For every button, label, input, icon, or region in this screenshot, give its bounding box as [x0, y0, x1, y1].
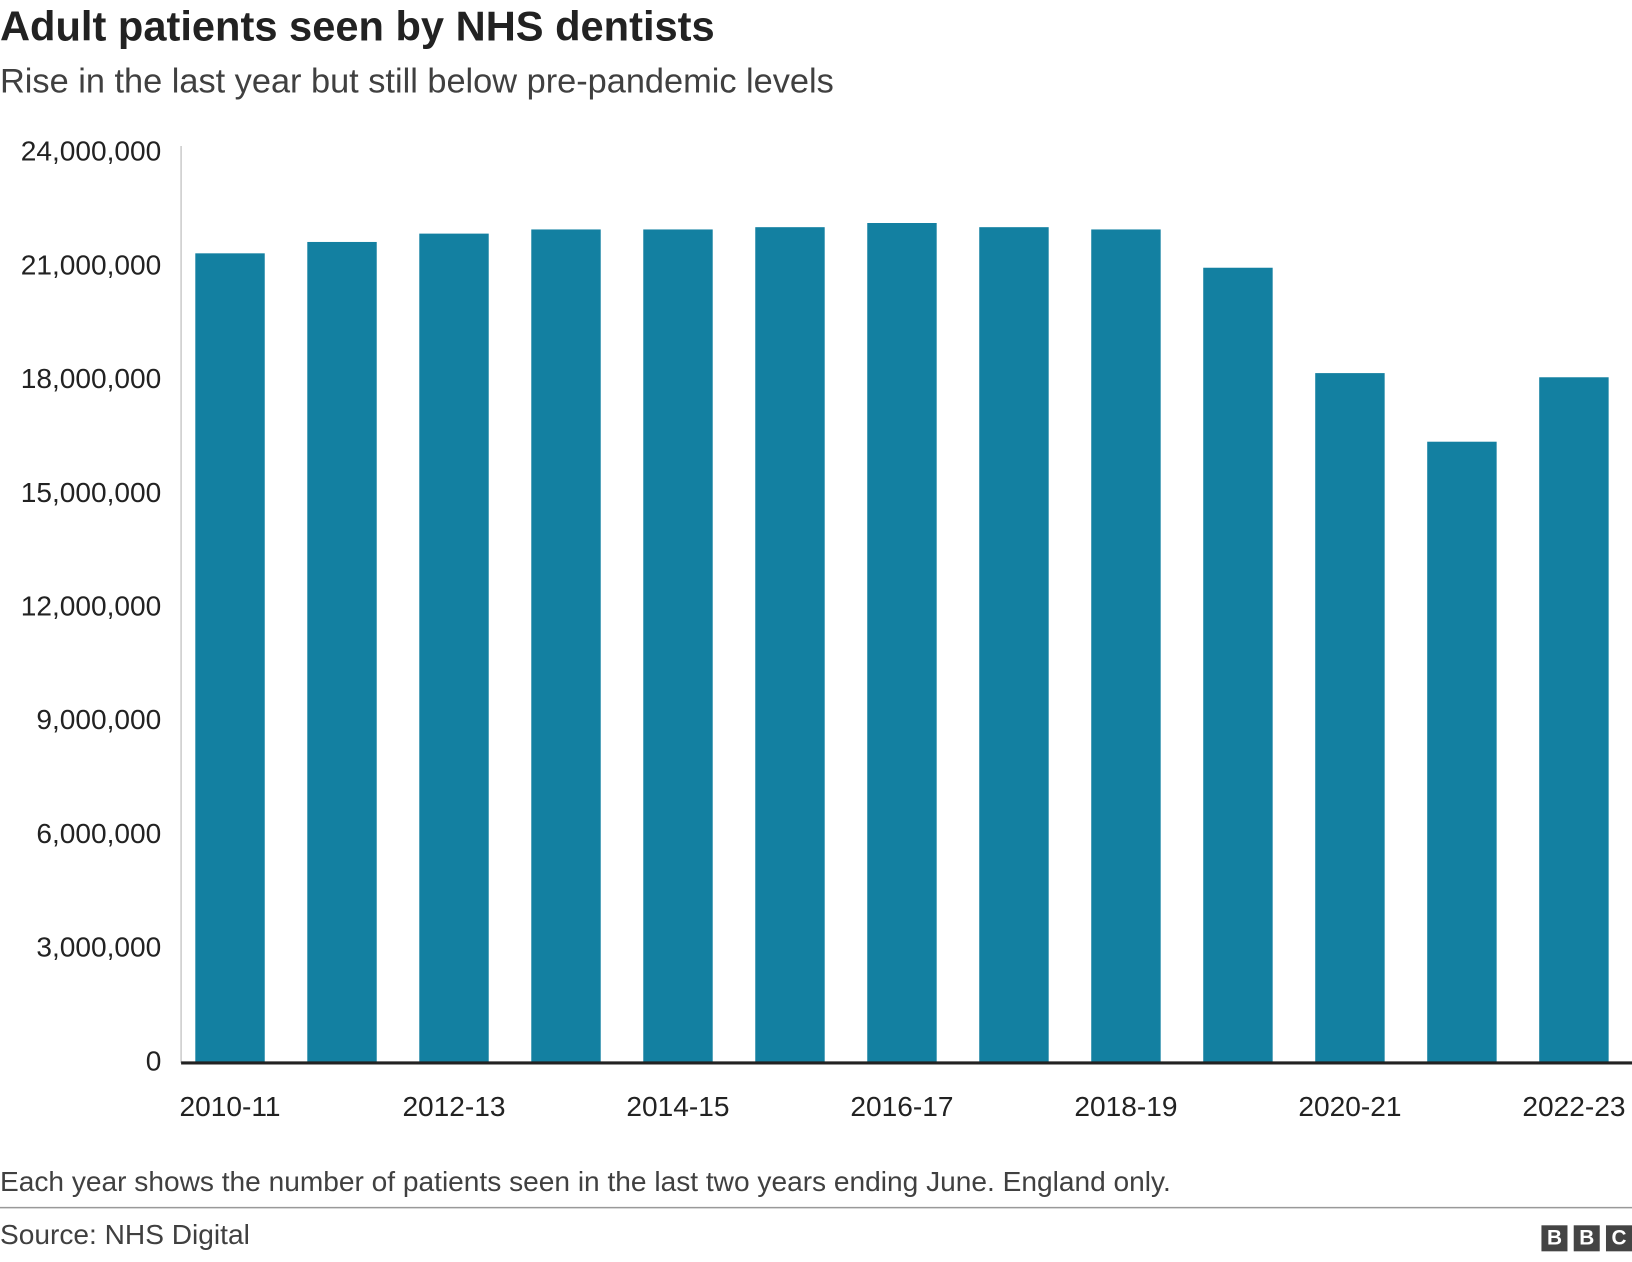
bar: [1539, 377, 1609, 1063]
x-tick-label: 2010-11: [180, 1091, 281, 1122]
logo-box: [1573, 1225, 1600, 1252]
y-tick-label: 15,000,000: [21, 477, 162, 508]
bar: [307, 241, 377, 1063]
y-tick-label: 24,000,000: [21, 136, 162, 167]
x-tick-label: 2016-17: [850, 1091, 953, 1122]
y-tick-label: 18,000,000: [21, 363, 162, 394]
source: Source: NHS Digital: [0, 1219, 250, 1250]
bar: [755, 227, 825, 1063]
logo: B B C: [1541, 1225, 1632, 1252]
bar: [867, 223, 937, 1063]
chart-subtitle: Rise in the last year but still below pr…: [0, 63, 834, 101]
logo-letter: B: [1579, 1226, 1594, 1249]
x-tick-label: 2018-19: [1074, 1091, 1177, 1122]
logo-letter: C: [1611, 1226, 1626, 1249]
chart-note: Each year shows the number of patients s…: [0, 1166, 1171, 1197]
bar: [419, 233, 489, 1063]
logo-letter: B: [1547, 1226, 1562, 1249]
x-tick-label: 2012-13: [402, 1091, 505, 1122]
x-tick-label: 2020-21: [1298, 1091, 1401, 1122]
y-tick-label: 0: [146, 1045, 162, 1076]
y-tick-label: 12,000,000: [21, 591, 162, 622]
bar: [531, 229, 601, 1063]
y-tick-label: 6,000,000: [36, 818, 161, 849]
bar: [1427, 441, 1497, 1063]
bar: [979, 227, 1049, 1063]
x-tick-label: 2014-15: [626, 1091, 729, 1122]
chart-title: Adult patients seen by NHS dentists: [0, 2, 715, 49]
bar: [1203, 267, 1273, 1063]
bar: [1091, 229, 1161, 1063]
bar: [1315, 373, 1385, 1063]
bar: [643, 229, 713, 1063]
logo-box: [1605, 1225, 1632, 1252]
x-tick-label: 2022-23: [1522, 1091, 1625, 1122]
y-tick-label: 3,000,000: [36, 932, 161, 963]
bar: [195, 253, 265, 1063]
y-tick-label: 21,000,000: [21, 249, 162, 280]
logo-box: [1541, 1225, 1568, 1252]
y-tick-label: 9,000,000: [36, 704, 161, 735]
